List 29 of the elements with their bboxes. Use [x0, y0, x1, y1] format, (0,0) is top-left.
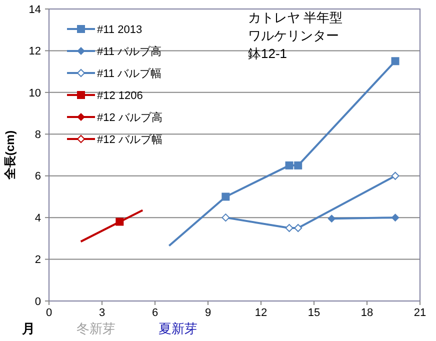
x-tick-label: 9: [204, 307, 212, 319]
legend-label: #11 バルブ幅: [97, 66, 162, 80]
y-tick-label: 8: [34, 128, 41, 141]
legend-label: #11 バルブ高: [97, 44, 162, 58]
x-tick-label: 6: [152, 307, 158, 319]
x-tick-label: 12: [254, 307, 268, 319]
y-tick-label: 0: [34, 296, 41, 308]
x-tick-label: 3: [98, 307, 106, 319]
text: 冬新芽: [76, 321, 116, 336]
legend-label: #12 バルブ高: [97, 110, 162, 124]
x-tick-label: 0: [46, 307, 52, 319]
y-tick-label: 14: [28, 4, 41, 16]
y-tick-label: 10: [28, 87, 41, 100]
x-axis-title: 月: [21, 321, 35, 336]
annotation: カトレヤ 半年型: [248, 10, 343, 25]
x-tick-label: 15: [308, 307, 320, 319]
y-tick-label: 12: [28, 46, 41, 58]
y-tick-label: 2: [34, 254, 41, 266]
legend-label: #12 1206: [97, 90, 143, 102]
x-tick-label: 18: [360, 307, 374, 319]
x-tick-label: 21: [414, 307, 426, 319]
legend-label: #11 2013: [97, 24, 142, 36]
legend-label: #12 バルブ幅: [97, 132, 162, 146]
y-axis-title: 全長(cm): [3, 130, 17, 181]
annotation: 鉢12-1: [248, 46, 288, 61]
text: 夏新芽: [158, 321, 198, 336]
y-tick-label: 4: [34, 212, 41, 224]
y-tick-label: 6: [34, 170, 41, 183]
annotation: ワルケリンター: [248, 28, 339, 43]
